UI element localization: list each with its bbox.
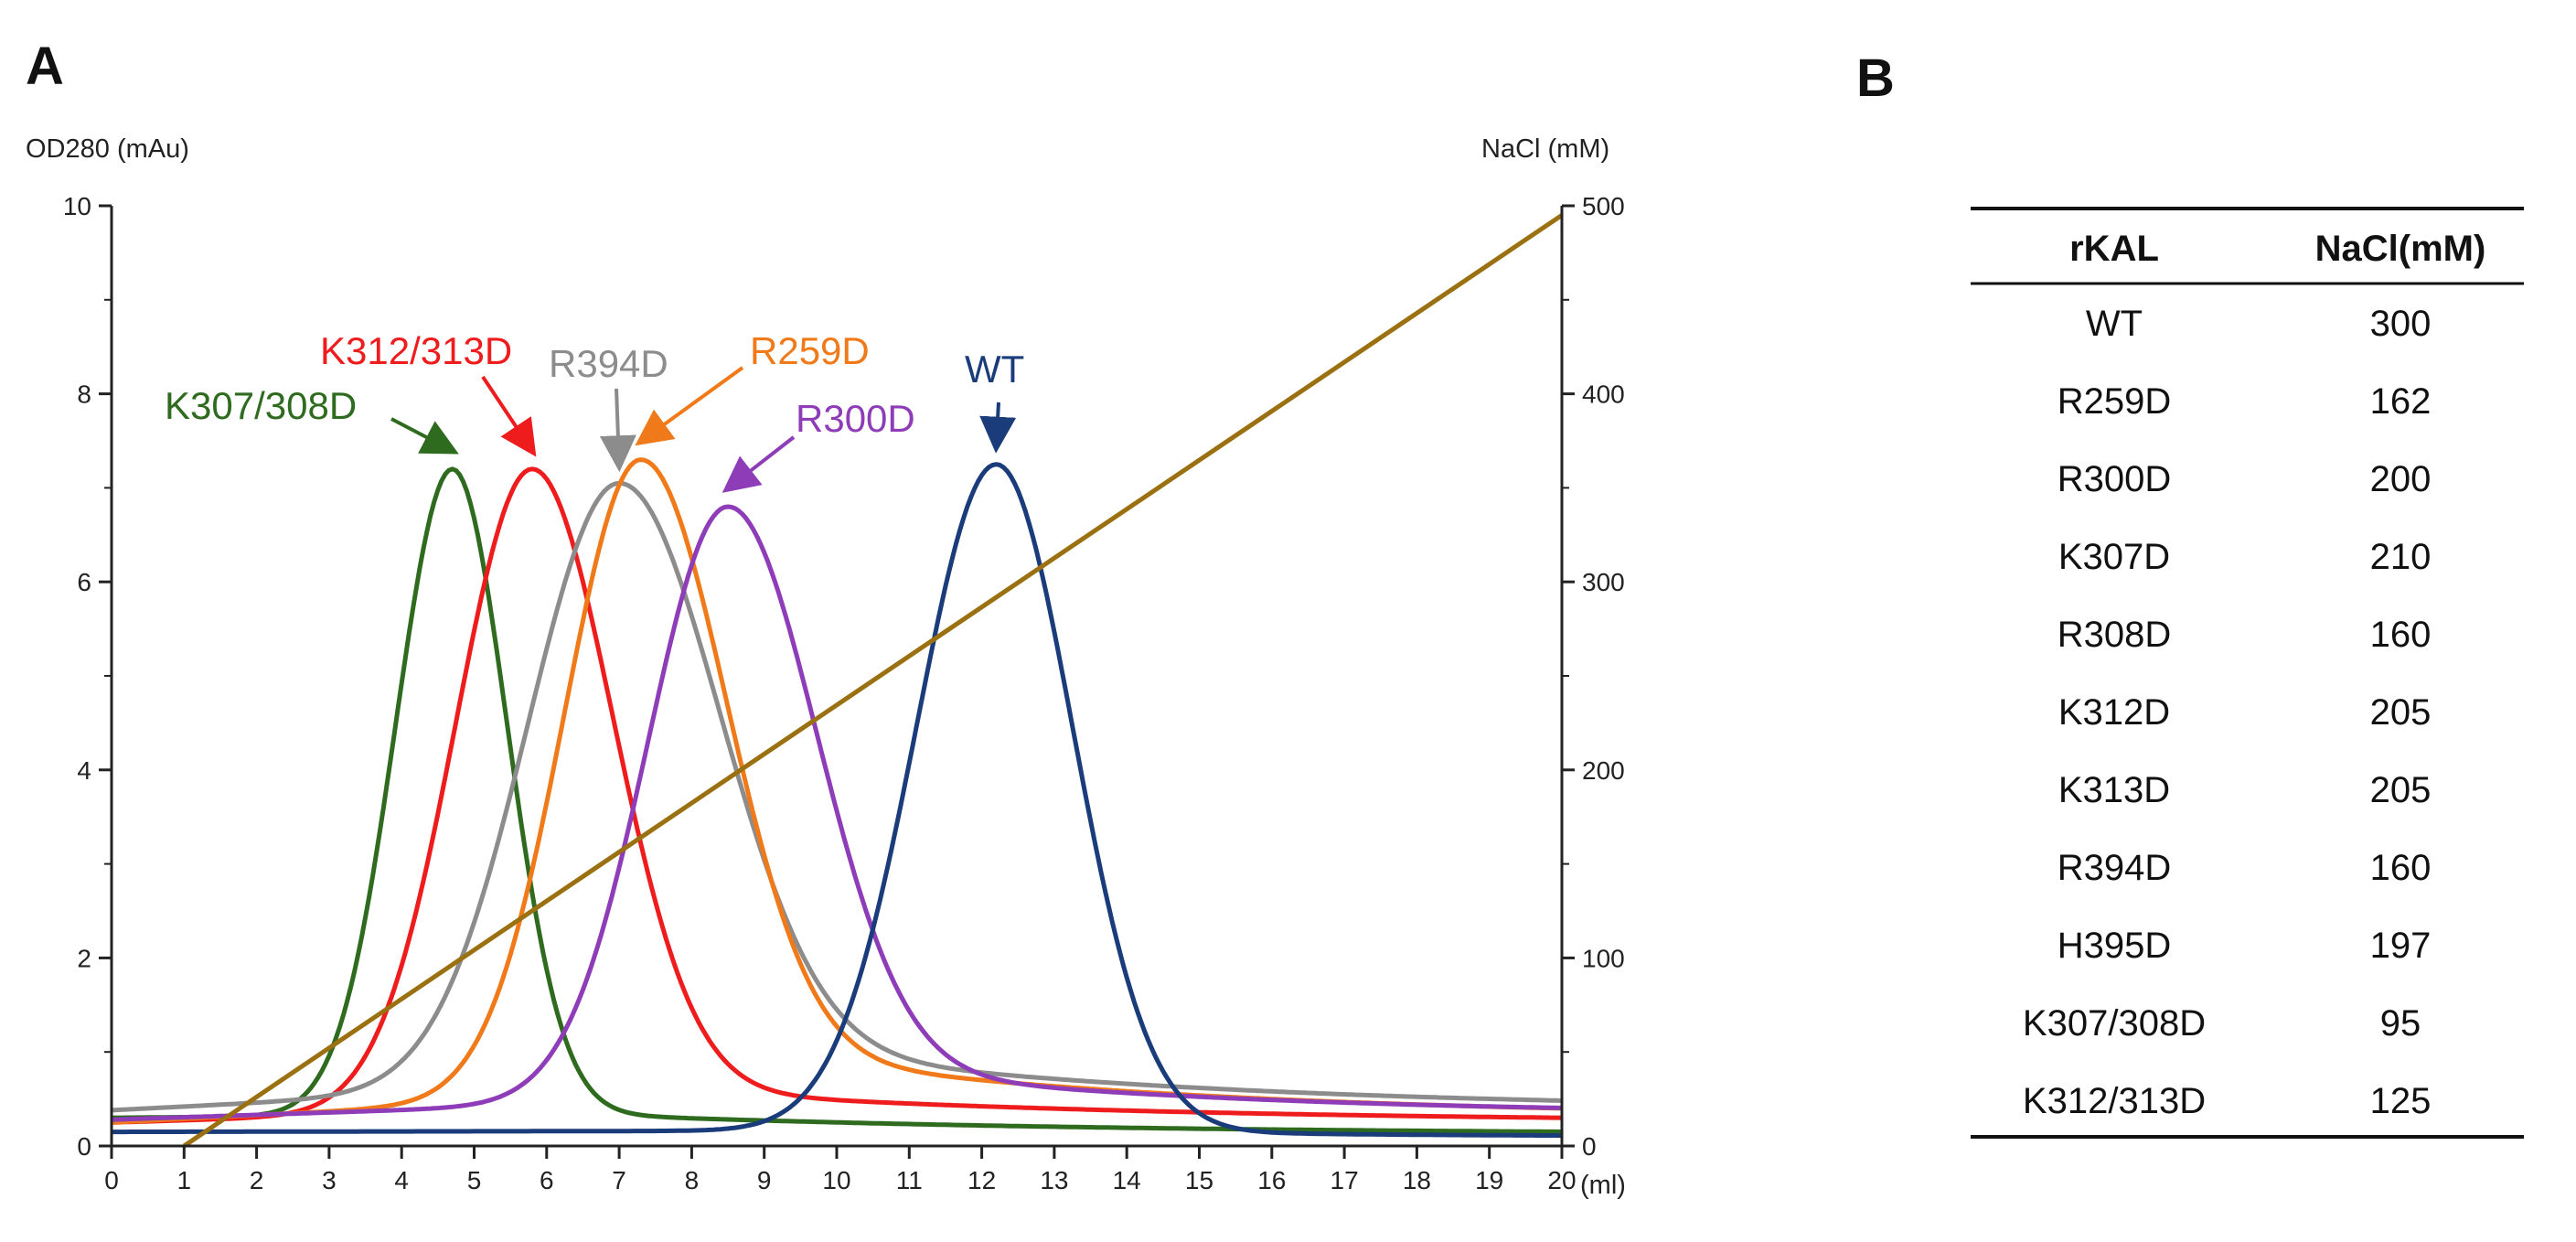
table-cell-rkal-r300d: R300D bbox=[2058, 459, 2172, 499]
x-axis-unit-label: (ml) bbox=[1580, 1171, 1626, 1200]
x-tick-label-2: 2 bbox=[250, 1166, 264, 1194]
y-tick-label-4: 4 bbox=[77, 756, 91, 785]
x-tick-label-7: 7 bbox=[612, 1166, 626, 1194]
table-cell-nacl-k312-313d: 125 bbox=[2370, 1081, 2432, 1121]
table-cell-rkal-h395d: H395D bbox=[2058, 926, 2172, 966]
panel-a-label: A bbox=[26, 37, 64, 96]
y2-tick-label-500: 500 bbox=[1582, 192, 1625, 220]
label-r394d: R394D bbox=[549, 342, 668, 385]
arrow-k307-308d bbox=[390, 417, 459, 455]
series-r300d bbox=[111, 504, 1562, 1122]
arrow-r259d bbox=[635, 366, 744, 446]
x-tick-label-8: 8 bbox=[685, 1166, 700, 1194]
arrow-r394d bbox=[599, 388, 636, 473]
table-cell-nacl-k307-308d: 95 bbox=[2380, 1003, 2421, 1044]
x-tick-label-19: 19 bbox=[1475, 1166, 1503, 1194]
table-cell-nacl-k307d: 210 bbox=[2370, 537, 2432, 577]
x-tick-label-6: 6 bbox=[540, 1166, 554, 1194]
x-tick-label-5: 5 bbox=[467, 1166, 482, 1194]
series-layer bbox=[111, 213, 1564, 1149]
x-tick-label-4: 4 bbox=[394, 1166, 409, 1194]
table-cell-rkal-k312d: K312D bbox=[2058, 692, 2170, 733]
x-tick-label-13: 13 bbox=[1040, 1166, 1068, 1194]
table-cell-rkal-wt: WT bbox=[2086, 304, 2143, 344]
y-axis-right-title: NaCl (mM) bbox=[1481, 134, 1609, 164]
series-k307-308d bbox=[111, 466, 1562, 1134]
arrow-k312-313d bbox=[481, 375, 537, 457]
annotations-layer: K307/308D K312/313D R394D R259D R300D WT bbox=[165, 329, 1024, 493]
table-cell-rkal-r308d: R308D bbox=[2058, 615, 2172, 655]
ticks-layer: 0 1 2 3 4 5 6 7 8 9 10 11 12 13 14 15 16 17 18 19 2002468100… bbox=[63, 192, 1625, 1194]
table-cell-nacl-r308d: 160 bbox=[2370, 615, 2432, 655]
x-tick-label-0: 0 bbox=[104, 1166, 119, 1194]
chromatogram-chart: OD280 (mAu) NaCl (mM) (ml) 0 1 2 3 4 5 6 7 8 9 10 1… bbox=[26, 134, 1626, 1200]
series-k312-313d bbox=[111, 466, 1563, 1125]
table-rows: WT 300 R259D 162 R300D 200 K307D 210 R308D 160 K31… bbox=[2023, 304, 2431, 1121]
y-axis-left-title: OD280 (mAu) bbox=[26, 134, 189, 164]
label-r300d: R300D bbox=[796, 397, 915, 440]
label-k307-308d: K307/308D bbox=[165, 384, 357, 427]
series-nacl-gradient bbox=[182, 213, 1564, 1149]
y2-tick-label-300: 300 bbox=[1582, 568, 1625, 596]
table-cell-rkal-r394d: R394D bbox=[2058, 848, 2172, 888]
x-tick-label-20: 20 bbox=[1547, 1166, 1576, 1194]
table-cell-rkal-k313d: K313D bbox=[2058, 770, 2170, 810]
table-cell-nacl-k313d: 205 bbox=[2370, 770, 2432, 810]
x-tick-label-1: 1 bbox=[177, 1166, 192, 1194]
table-cell-rkal-k307-308d: K307/308D bbox=[2023, 1003, 2206, 1044]
label-wt: WT bbox=[965, 348, 1024, 391]
arrow-r300d bbox=[721, 435, 796, 493]
y2-tick-label-200: 200 bbox=[1582, 756, 1625, 785]
table-cell-rkal-r259d: R259D bbox=[2058, 381, 2172, 422]
label-k312-313d: K312/313D bbox=[320, 329, 512, 372]
x-tick-label-17: 17 bbox=[1331, 1166, 1359, 1194]
table-cell-nacl-k312d: 205 bbox=[2370, 692, 2432, 733]
label-r259d: R259D bbox=[750, 329, 870, 372]
x-tick-label-15: 15 bbox=[1185, 1166, 1213, 1194]
arrow-wt bbox=[979, 402, 1017, 454]
table-header-rkal: rKAL bbox=[2069, 229, 2159, 269]
x-tick-label-18: 18 bbox=[1403, 1166, 1431, 1194]
panel-b-label: B bbox=[1856, 48, 1895, 108]
x-tick-label-14: 14 bbox=[1113, 1166, 1141, 1194]
series-r259d bbox=[111, 457, 1563, 1125]
table-header-nacl: NaCl(mM) bbox=[2315, 229, 2486, 269]
salt-elution-table: rKAL NaCl(mM) WT 300 R259D 162 R300D 200 K307D… bbox=[1971, 207, 2524, 1139]
series-r394d bbox=[111, 480, 1563, 1113]
table-cell-nacl-r259d: 162 bbox=[2370, 381, 2432, 422]
series-wt bbox=[112, 462, 1562, 1139]
x-tick-label-12: 12 bbox=[967, 1166, 996, 1194]
table-cell-rkal-k312-313d: K312/313D bbox=[2023, 1081, 2206, 1121]
y2-tick-label-100: 100 bbox=[1582, 944, 1625, 972]
x-tick-label-16: 16 bbox=[1257, 1166, 1286, 1194]
x-tick-label-9: 9 bbox=[757, 1166, 772, 1194]
y2-tick-label-400: 400 bbox=[1582, 380, 1625, 409]
table-cell-nacl-h395d: 197 bbox=[2370, 926, 2432, 966]
y-tick-label-0: 0 bbox=[77, 1132, 91, 1161]
y-tick-label-8: 8 bbox=[77, 380, 91, 409]
y-tick-label-6: 6 bbox=[77, 568, 91, 596]
x-tick-label-3: 3 bbox=[322, 1166, 337, 1194]
table-cell-nacl-r300d: 200 bbox=[2370, 459, 2432, 499]
table-cell-nacl-wt: 300 bbox=[2370, 304, 2432, 344]
y2-tick-label-0: 0 bbox=[1582, 1132, 1597, 1161]
y-tick-label-10: 10 bbox=[63, 192, 91, 220]
table-cell-nacl-r394d: 160 bbox=[2370, 848, 2432, 888]
x-tick-label-11: 11 bbox=[896, 1166, 923, 1194]
table-cell-rkal-k307d: K307D bbox=[2058, 537, 2170, 577]
x-tick-label-10: 10 bbox=[822, 1166, 850, 1194]
y-tick-label-2: 2 bbox=[77, 944, 91, 972]
